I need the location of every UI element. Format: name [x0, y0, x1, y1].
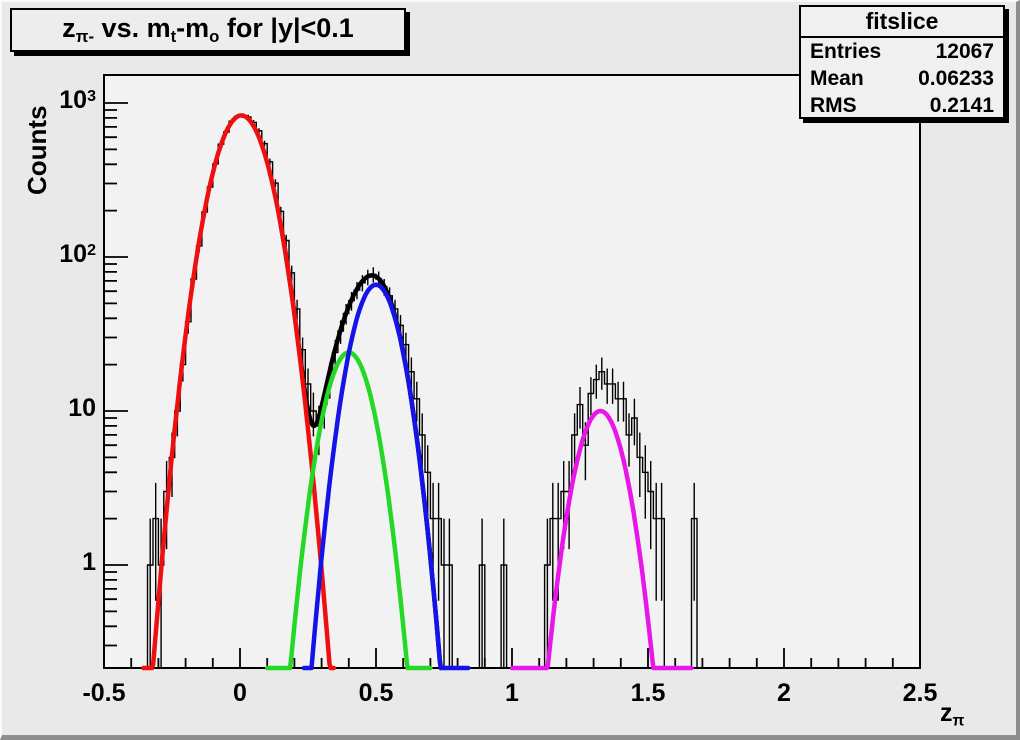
fit-curve-gauss-4 — [509, 408, 694, 671]
stats-row: Mean 0.06233 — [801, 65, 1003, 92]
plain-text: vs. m — [94, 12, 171, 43]
subscript-text: π — [952, 712, 965, 730]
x-tick-label: 0.5 — [358, 679, 394, 707]
subscript-text: π- — [75, 27, 95, 46]
y-tick-label-exponent: 2 — [87, 242, 96, 259]
plain-text: -m — [176, 12, 210, 43]
y-tick-label-base: 10 — [68, 394, 96, 422]
y-tick-label: 1 — [16, 548, 96, 577]
stats-box: fitslice Entries 12067 Mean 0.06233 RMS 0.214… — [799, 5, 1005, 119]
y-tick-label-exponent: 3 — [87, 88, 96, 105]
plain-text: z — [940, 699, 953, 727]
y-tick-label-base: 1 — [82, 548, 96, 576]
stats-row: RMS 0.2141 — [801, 92, 1003, 119]
plot-title-text: zπ- vs. mt-mo for |y|<0.1 — [62, 13, 354, 47]
stats-row: Entries 12067 — [801, 38, 1003, 65]
y-tick-label-base: 10 — [59, 240, 88, 268]
stats-title: fitslice — [801, 7, 1003, 38]
x-tick-label: 1.5 — [630, 679, 666, 707]
x-tick-label: 2 — [777, 679, 791, 707]
y-tick-label-base: 10 — [59, 86, 88, 114]
y-tick-label: 102 — [16, 240, 96, 269]
stats-value: 0.2141 — [929, 93, 994, 117]
stats-label: RMS — [810, 93, 857, 117]
y-tick-label: 10 — [16, 394, 96, 423]
y-tick-label: 103 — [16, 86, 96, 115]
subscript-text: o — [209, 27, 220, 46]
stats-value: 0.06233 — [918, 66, 994, 90]
stats-label: Mean — [810, 66, 864, 90]
x-tick-label: 0 — [233, 679, 247, 707]
x-tick-label: 2.5 — [902, 679, 938, 707]
plot-frame — [103, 74, 921, 669]
x-tick-label: 1 — [505, 679, 519, 707]
x-axis-title: zπ — [940, 699, 964, 731]
y-axis-title: Counts — [22, 105, 52, 195]
title-box: zπ- vs. mt-mo for |y|<0.1 — [10, 8, 406, 52]
subscript-text: t — [170, 27, 177, 46]
y-axis-ticks — [104, 102, 128, 647]
stats-rows: Entries 12067 Mean 0.06233 RMS 0.2141 — [801, 38, 1003, 119]
x-axis-ticks — [103, 648, 921, 668]
fit-curve-gauss-3 — [301, 282, 471, 671]
stats-label: Entries — [810, 39, 882, 63]
plain-text: for |y|<0.1 — [219, 12, 354, 43]
stats-value: 12067 — [935, 39, 994, 63]
x-tick-label: -0.5 — [82, 679, 126, 707]
fit-curve-gauss-1 — [141, 113, 337, 671]
plain-text: z — [62, 12, 76, 43]
